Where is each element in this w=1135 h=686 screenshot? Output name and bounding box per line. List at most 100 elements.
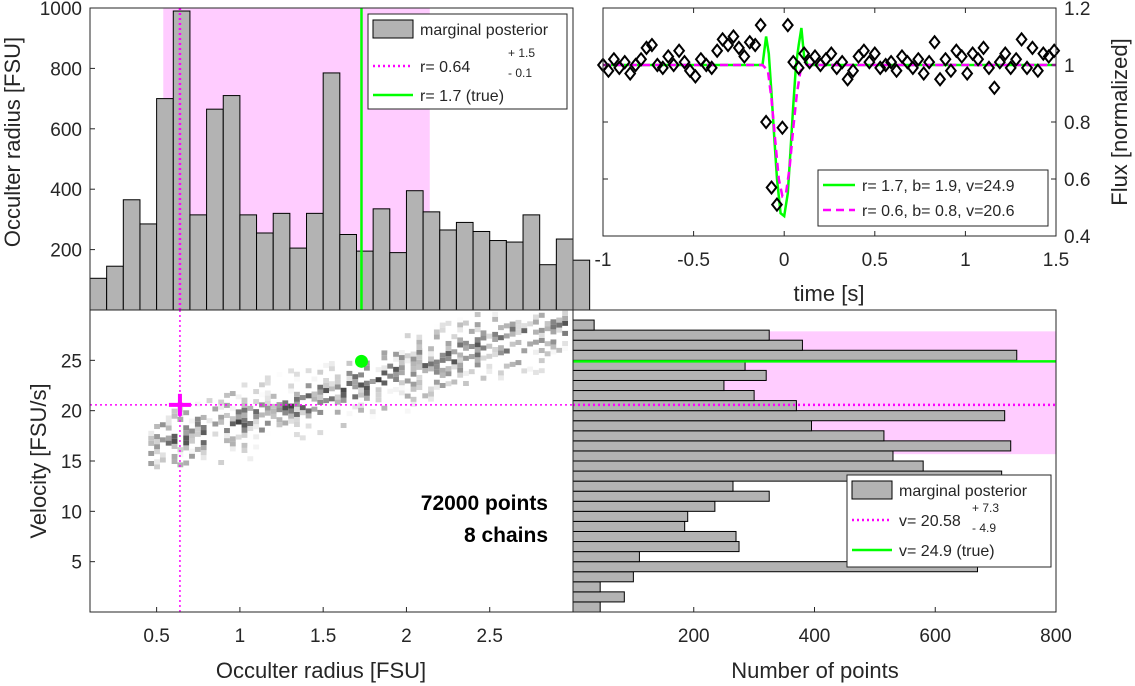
joint-density-cell: [148, 415, 155, 421]
lightcurve-observation-marker: [939, 51, 952, 67]
joint-density-cell: [235, 389, 242, 395]
velocity-histogram-x-ticks: 200 400 600 800: [678, 607, 1072, 647]
joint-density-cell: [276, 376, 283, 382]
joint-density-cell: [433, 334, 440, 340]
lightcurve-x-tick-label: 1: [960, 250, 971, 271]
joint-density-cell: [439, 327, 446, 333]
joint-density-cell: [305, 393, 312, 399]
joint-density-cell: [398, 385, 405, 391]
joint-density-cell: [159, 422, 166, 428]
joint-density-cell: [358, 392, 364, 398]
radius-histogram-bar: [272, 212, 291, 311]
joint-density-cell: [433, 329, 440, 335]
joint-chains-annotation: 8 chains: [464, 524, 548, 547]
joint-density-cell: [346, 380, 353, 387]
radius-legend-estimate-sup: + 1.5: [508, 46, 535, 60]
joint-density-cell: [317, 430, 324, 436]
lightcurve-observation-marker: [988, 80, 1001, 96]
joint-density-cell: [247, 405, 254, 411]
joint-density-cell: [276, 417, 283, 423]
joint-y-label: Velocity [FSU/s]: [26, 383, 51, 538]
lightcurve-observation-marker: [961, 65, 974, 82]
joint-density-cell: [171, 433, 178, 439]
joint-density-cell: [416, 384, 423, 391]
joint-density-cell: [521, 368, 528, 374]
joint-density-cell: [340, 407, 347, 413]
velocity-histogram-x-label: Number of points: [731, 658, 899, 683]
joint-density-cell: [468, 379, 475, 385]
radius-histogram-bar: [439, 229, 457, 311]
joint-density-cell: [317, 409, 324, 415]
joint-density-cell: [218, 459, 225, 466]
joint-density-cell: [468, 354, 475, 360]
joint-density-cell: [457, 367, 464, 373]
joint-density-cell: [218, 404, 225, 410]
lightcurve-observation-marker: [624, 65, 637, 82]
joint-density-cell: [229, 436, 236, 442]
joint-density-cell: [550, 344, 557, 350]
joint-density-cell: [358, 387, 364, 393]
joint-density-cell: [317, 425, 324, 431]
joint-density-cell: [381, 405, 388, 411]
joint-density-cell: [480, 355, 487, 361]
joint-density-cell: [398, 390, 405, 396]
joint-density-cell: [503, 368, 510, 374]
joint-density-cell: [445, 351, 452, 357]
joint-density-cell: [334, 414, 341, 420]
joint-density-cell: [509, 366, 516, 372]
joint-density-cell: [492, 311, 499, 317]
joint-density-cell: [264, 420, 271, 426]
joint-density-cell: [165, 440, 172, 446]
velocity-histogram-bar: [572, 410, 1006, 422]
radius-histogram-bar: [505, 241, 524, 311]
velocity-histogram-bar: [572, 591, 625, 603]
joint-density-cell: [387, 388, 394, 394]
joint-density-cell: [428, 361, 434, 367]
joint-density-cell: [294, 371, 300, 377]
joint-density-cell: [451, 349, 458, 355]
joint-density-cell: [189, 418, 195, 424]
joint-x-tick-label: 1.5: [310, 626, 336, 647]
joint-density-cell: [463, 320, 469, 326]
joint-density-cell: [294, 421, 300, 428]
joint-density-cell: [299, 405, 306, 411]
joint-density-cell: [457, 352, 464, 358]
joint-density-cell: [416, 400, 423, 406]
velocity-histogram-bar: [572, 390, 755, 402]
joint-density-cell: [288, 383, 295, 389]
joint-density-cell: [194, 401, 201, 407]
joint-density-cell: [474, 327, 481, 333]
lightcurve-observation-marker: [711, 43, 724, 59]
velocity-histogram-bar: [572, 601, 601, 613]
joint-density-cell: [154, 459, 160, 465]
joint-density-cell: [288, 428, 295, 434]
joint-density-cell: [346, 370, 353, 376]
joint-density-cell: [229, 391, 236, 397]
joint-density-cell: [503, 323, 510, 329]
joint-density-cell: [194, 456, 201, 463]
lightcurve-observation-marker: [776, 120, 789, 136]
joint-density-cell: [381, 355, 388, 361]
joint-density-cell: [503, 363, 510, 369]
joint-density-cell: [241, 422, 248, 428]
joint-density-cell: [480, 330, 487, 336]
joint-density-cell: [294, 411, 300, 417]
velocity-histogram-bar: [572, 420, 812, 432]
joint-density-cell: [369, 414, 376, 420]
radius-histogram-bar: [189, 214, 208, 311]
lightcurve-observation-marker: [634, 51, 648, 67]
joint-density-cell: [212, 406, 219, 412]
joint-density-cell: [358, 382, 364, 388]
joint-density-cell: [294, 391, 300, 397]
true-value-marker: [354, 354, 368, 368]
joint-density-cell: [474, 322, 481, 328]
joint-density-cell: [428, 346, 434, 352]
joint-density-cell: [468, 328, 475, 334]
joint-density-cell: [212, 431, 219, 437]
joint-density-cell: [323, 372, 330, 378]
radius-histogram-bar: [472, 230, 491, 311]
joint-density-cell: [235, 384, 242, 390]
joint-density-cell: [311, 396, 318, 402]
joint-density-cell: [457, 327, 464, 333]
